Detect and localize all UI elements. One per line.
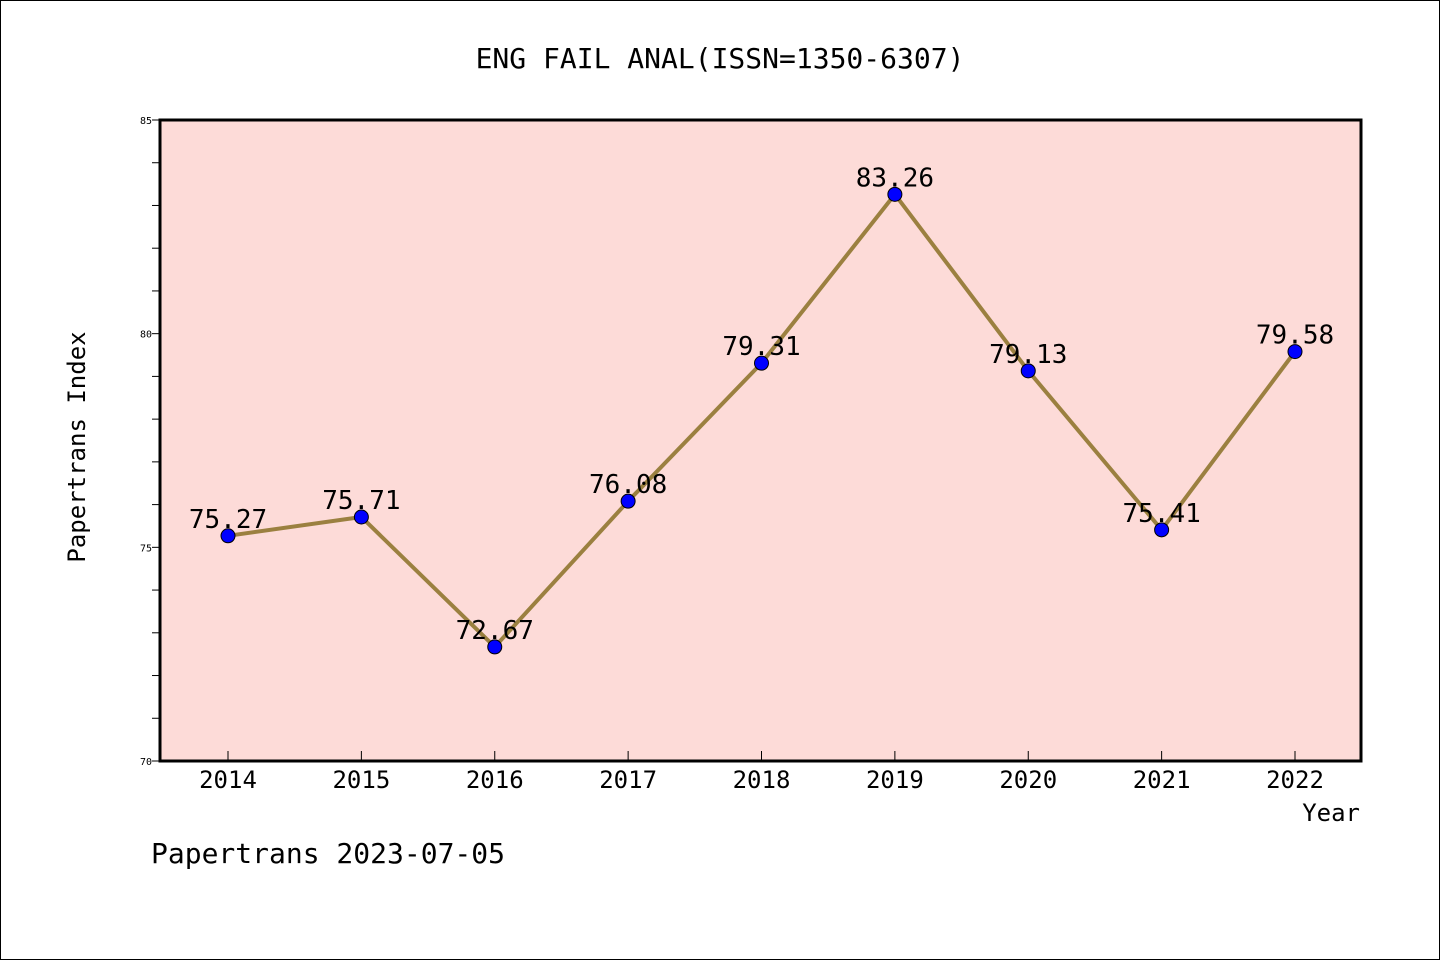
data-point [487,639,503,655]
data-label: 76.08 [589,470,667,500]
data-point [1020,363,1036,379]
x-tick-label: 2014 [199,766,257,794]
y-tick-label: 80 [140,330,152,341]
y-axis-label: Papertrans Index [63,331,91,562]
y-axis-ticks: 70 75 80 85 [140,116,160,768]
data-label: 83.26 [856,163,934,193]
data-label: 79.13 [989,340,1067,370]
x-tick-label: 2022 [1266,766,1324,794]
data-label: 79.31 [722,332,800,362]
data-point [353,509,369,525]
x-axis-label: Year [1302,799,1360,827]
y-tick-label: 70 [140,757,152,768]
data-label: 75.41 [1122,499,1200,529]
data-point [1154,522,1170,538]
y-tick-label: 85 [140,116,152,127]
x-tick-label: 2019 [866,766,924,794]
x-tick-label: 2017 [599,766,657,794]
chart-title: ENG FAIL ANAL(ISSN=1350-6307) [476,42,965,75]
x-tick-label: 2021 [1133,766,1191,794]
x-tick-label: 2016 [466,766,524,794]
footer-note: Papertrans 2023-07-05 [151,837,506,870]
plot-area [158,118,1363,763]
data-point [620,493,636,509]
data-point [1287,344,1303,360]
x-tick-label: 2020 [999,766,1057,794]
x-tick-label: 2015 [332,766,390,794]
data-label: 75.27 [189,505,267,535]
y-tick-label: 75 [140,543,152,554]
data-point [754,355,769,371]
data-point [887,186,903,202]
x-tick-label: 2018 [733,766,791,794]
x-axis-ticks: 2014 2015 2016 2017 2018 2019 2020 2021 2022 [199,751,1324,794]
series-line [220,186,1303,655]
data-point [220,528,236,544]
data-label: 72.67 [456,616,534,646]
data-label: 75.71 [322,486,400,516]
data-label: 79.58 [1256,321,1334,351]
data-labels: 75.27 75.71 72.67 76.08 79.31 83.26 79.13 75.41… [189,163,1334,646]
